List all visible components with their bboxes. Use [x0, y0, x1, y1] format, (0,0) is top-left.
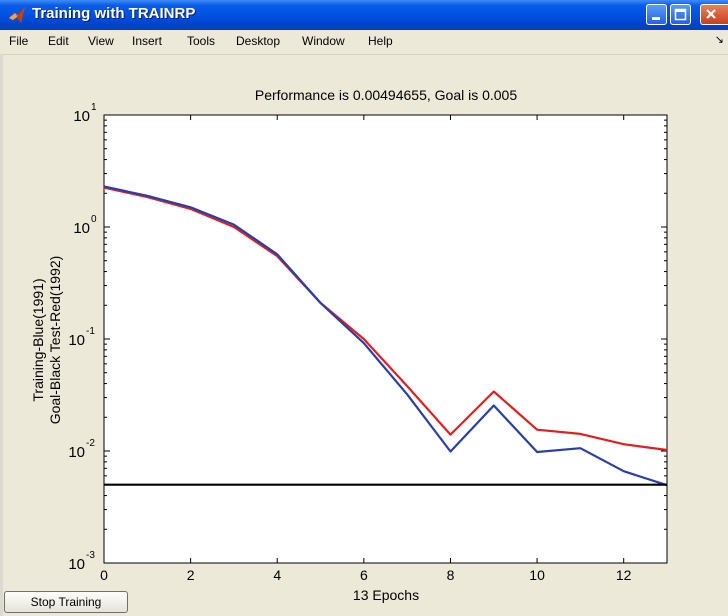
- menu-tools[interactable]: Tools: [187, 34, 216, 48]
- x-tick-label: 2: [187, 567, 195, 583]
- menu-window[interactable]: Window: [302, 34, 345, 48]
- menu-bar: File Edit View Insert Tools Desktop Wind…: [0, 30, 728, 55]
- title-bar[interactable]: Training with TRAINRP: [0, 0, 728, 30]
- y-tick-exponent: -1: [86, 326, 95, 337]
- minimize-icon: [652, 17, 660, 20]
- maximize-icon: [674, 8, 687, 21]
- menu-insert[interactable]: Insert: [132, 34, 163, 48]
- y-tick-label: 10: [73, 220, 90, 237]
- x-tick-label: 10: [529, 567, 545, 583]
- maximize-button[interactable]: [670, 4, 691, 25]
- y-axis-label-line1: Training-Blue(1991): [30, 278, 46, 401]
- y-tick-exponent: 1: [91, 102, 97, 113]
- matlab-logo-icon: [9, 7, 25, 23]
- x-tick-label: 12: [616, 567, 632, 583]
- series-lines: [103, 185, 668, 487]
- menu-file[interactable]: File: [9, 34, 29, 48]
- close-icon: [706, 9, 716, 19]
- y-tick-label: 10: [68, 444, 85, 461]
- chart-title: Performance is 0.00494655, Goal is 0.005: [255, 87, 517, 103]
- close-button[interactable]: [700, 4, 728, 25]
- x-axis-label: 13 Epochs: [353, 587, 419, 603]
- x-tick-label: 6: [360, 567, 368, 583]
- performance-plot: Performance is 0.00494655, Goal is 0.005…: [30, 87, 668, 603]
- menu-desktop[interactable]: Desktop: [236, 34, 281, 48]
- window-left-border: [0, 54, 3, 616]
- minimize-button[interactable]: [646, 4, 667, 25]
- y-tick-label: 10: [73, 108, 90, 125]
- y-tick-label: 10: [68, 332, 85, 349]
- y-tick-label: 10: [68, 556, 85, 573]
- x-tick-label: 0: [100, 567, 108, 583]
- menu-help[interactable]: Help: [368, 34, 393, 48]
- menu-edit[interactable]: Edit: [48, 34, 69, 48]
- plot-axes-box: [103, 114, 668, 564]
- x-tick-label: 8: [447, 567, 455, 583]
- menu-view[interactable]: View: [88, 34, 114, 48]
- window-title: Training with TRAINRP: [32, 5, 196, 22]
- training-series-blue-line: [103, 185, 668, 487]
- y-axis-label-line2: Goal-Black Test-Red(1992): [47, 256, 63, 425]
- y-tick-exponent: 0: [91, 214, 97, 225]
- test-series-red-line: [103, 186, 668, 452]
- x-tick-label: 4: [273, 567, 281, 583]
- y-tick-exponent: -3: [86, 550, 95, 561]
- stop-training-button[interactable]: Stop Training: [4, 591, 128, 613]
- y-tick-exponent: -2: [86, 438, 95, 449]
- dock-arrow-icon[interactable]: ↘: [714, 34, 724, 46]
